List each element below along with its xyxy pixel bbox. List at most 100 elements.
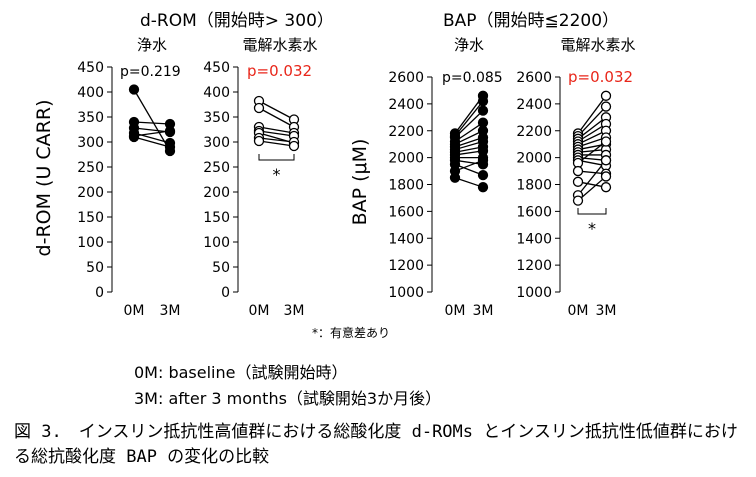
data-point	[572, 165, 584, 177]
significance-bracket	[258, 154, 295, 161]
significance-mark: *	[588, 219, 596, 238]
y-tick-label: 100	[77, 235, 104, 251]
y-tick-label: 2400	[388, 97, 424, 113]
y-tick-label: 2000	[388, 151, 424, 167]
y-tick-label: 200	[203, 185, 230, 201]
subject-line	[133, 136, 171, 148]
y-tick-label: 400	[203, 85, 230, 101]
subject-line	[258, 107, 295, 128]
panel-title: 電解水素水	[560, 36, 635, 54]
y-tick-label: 1600	[516, 204, 552, 220]
y-tick-label: 0	[95, 285, 104, 301]
data-point	[128, 84, 140, 95]
drom-header: d-ROM（開始時> 300）	[140, 11, 334, 31]
drom-y-axis-label: d-ROM (U CARR)	[33, 100, 55, 257]
legend-3m: 3M: after 3 months（試験開始3か月後）	[134, 389, 442, 408]
data-point	[600, 136, 612, 147]
data-point	[288, 140, 300, 152]
data-point	[449, 172, 461, 183]
y-tick-label: 1000	[388, 285, 424, 301]
y-tick-label: 300	[77, 135, 104, 151]
x-tick-label: 3M	[284, 303, 305, 319]
chart-panel-drom-tap-water: 浄水 p=0.219 0 50 100 150 200 250 300 350 400 450 0M…	[77, 36, 180, 319]
y-tick-label: 1200	[516, 258, 552, 274]
data-point	[600, 155, 612, 166]
y-tick-label: 2200	[516, 124, 552, 140]
data-point	[128, 131, 140, 143]
subject-line	[577, 95, 607, 134]
x-tick-label: 3M	[473, 303, 494, 319]
data-point	[600, 90, 612, 101]
y-tick-label: 250	[203, 160, 230, 176]
y-tick-label: 250	[77, 160, 104, 176]
subject-line	[258, 130, 295, 137]
data-point	[477, 96, 489, 107]
y-tick-label: 200	[77, 185, 104, 201]
subject-line	[577, 106, 607, 137]
subject-line	[258, 100, 295, 121]
y-tick-label: 350	[77, 110, 104, 126]
legend-0m: 0M: baseline（試験開始時）	[134, 363, 348, 382]
x-tick-label: 3M	[596, 303, 617, 319]
subject-line	[258, 140, 295, 147]
data-point	[600, 182, 612, 193]
data-point	[253, 102, 265, 114]
x-tick-label: 0M	[568, 303, 589, 319]
chart-panel-drom-hydrogen-water: 電解水素水 p=0.032 0 50 100 150 200 250 300 350 400 45…	[203, 36, 317, 319]
y-tick-label: 2200	[388, 124, 424, 140]
data-point	[477, 155, 489, 166]
subject-line	[258, 126, 295, 134]
y-tick-label: 1600	[388, 204, 424, 220]
y-tick-label: 350	[203, 110, 230, 126]
y-tick-label: 1200	[388, 258, 424, 274]
p-value-label: p=0.219	[120, 64, 181, 80]
significance-mark: *	[273, 165, 281, 184]
subject-line	[258, 137, 295, 143]
figure-caption: 図 3. インスリン抵抗性高値群における総酸化度 d-ROMs とインスリン抵抗…	[14, 422, 738, 467]
y-tick-label: 1400	[388, 231, 424, 247]
chart-panel-bap-hydrogen-water: 電解水素水 p=0.032 1000 1200 1400 1600 1800 2000 22…	[516, 36, 635, 319]
y-tick-label: 450	[77, 60, 104, 76]
data-point	[477, 182, 489, 193]
subject-line	[133, 130, 171, 137]
data-point	[477, 105, 489, 116]
data-point	[572, 195, 584, 206]
y-tick-label: 450	[203, 60, 230, 76]
data-point	[164, 141, 176, 153]
data-point	[253, 135, 265, 147]
y-tick-label: 400	[77, 85, 104, 101]
y-tick-label: 150	[77, 210, 104, 226]
y-tick-label: 50	[86, 260, 104, 276]
data-point	[600, 171, 612, 182]
p-value-label: p=0.032	[247, 62, 312, 80]
data-point	[600, 101, 612, 112]
subject-line	[133, 121, 171, 125]
panel-title: 浄水	[454, 36, 484, 54]
p-value-label: p=0.032	[568, 68, 633, 86]
y-tick-label: 2000	[516, 151, 552, 167]
x-tick-label: 0M	[249, 303, 270, 319]
panel-title: 浄水	[137, 36, 167, 54]
y-tick-label: 2600	[388, 70, 424, 86]
y-tick-label: 1000	[516, 285, 552, 301]
x-tick-label: 0M	[124, 303, 145, 319]
y-tick-label: 300	[203, 135, 230, 151]
figure: d-ROM（開始時> 300） BAP（開始時≦2200） d-ROM (U C…	[33, 11, 636, 340]
p-value-label: p=0.085	[442, 70, 503, 86]
chart-panel-bap-tap-water: 浄水 p=0.085 1000 1200 1400 1600 1800 2000 2200 2…	[388, 36, 502, 319]
x-tick-label: 0M	[445, 303, 466, 319]
y-tick-label: 1400	[516, 231, 552, 247]
legend-notes: 0M: baseline（試験開始時） 3M: after 3 months（試…	[134, 360, 441, 412]
y-tick-label: 2400	[516, 97, 552, 113]
x-tick-label: 3M	[160, 303, 181, 319]
y-tick-label: 1800	[388, 178, 424, 194]
data-point	[572, 176, 584, 187]
y-tick-label: 50	[212, 260, 230, 276]
significance-footnote: *：有意差あり	[312, 325, 390, 340]
y-tick-label: 150	[203, 210, 230, 226]
data-point	[164, 125, 176, 137]
subject-line	[454, 100, 484, 137]
panel-title: 電解水素水	[242, 36, 317, 54]
bap-y-axis-label: BAP (μM)	[349, 139, 371, 226]
y-tick-label: 2600	[516, 70, 552, 86]
